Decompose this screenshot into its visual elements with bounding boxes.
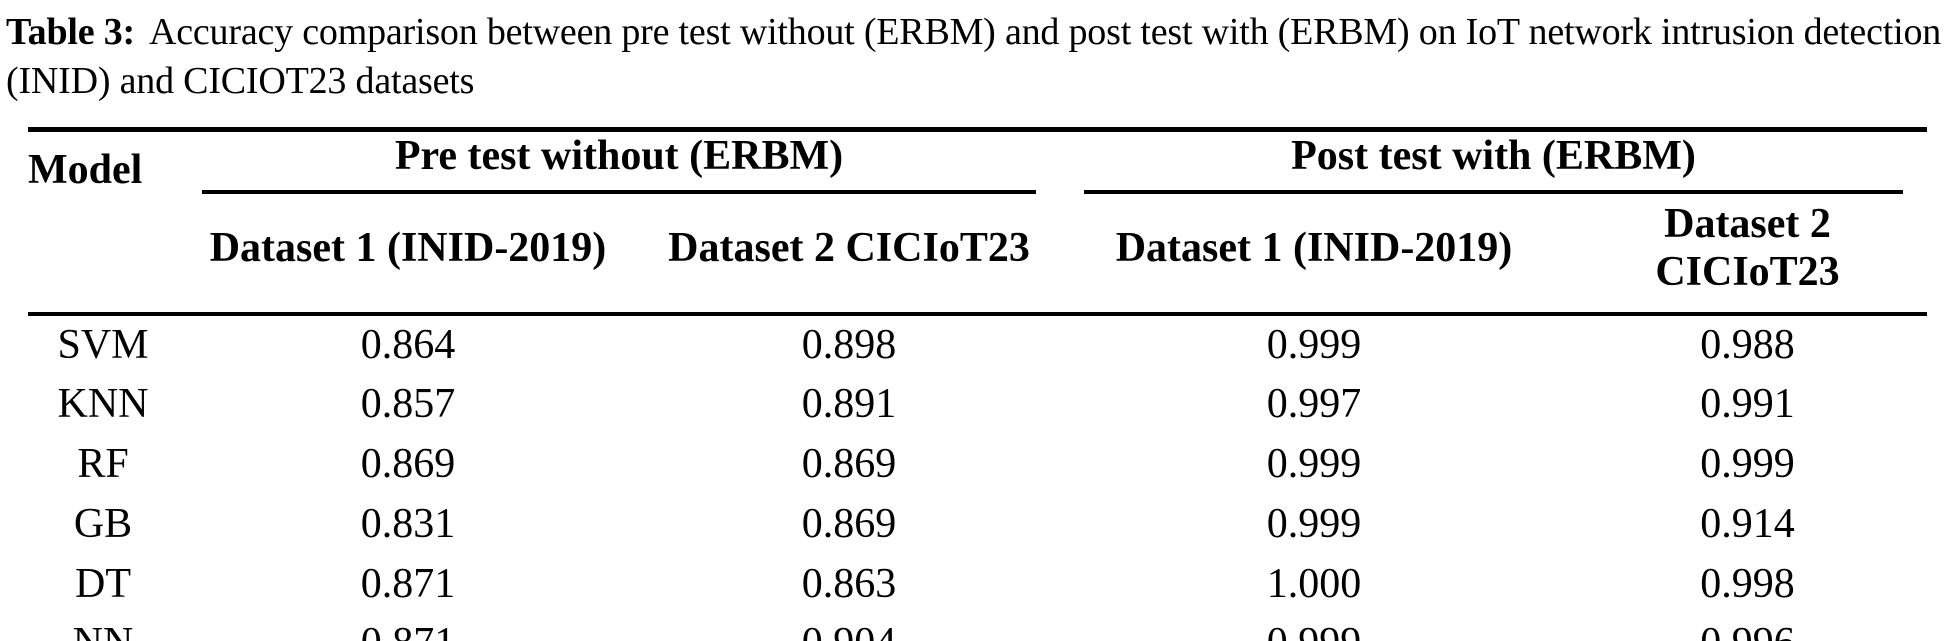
value-cell: 0.997 (1266, 381, 1362, 427)
value-cell: 0.999 (1060, 614, 1568, 641)
value-cell: 0.831 (360, 501, 456, 547)
value-cell: 0.999 (1266, 501, 1362, 547)
value-cell: 0.898 (801, 322, 897, 368)
subheader-post-dataset2: Dataset 2 CICIoT23 (1568, 194, 1928, 316)
model-cell: NN (28, 614, 178, 641)
model-cell: RF (77, 441, 129, 487)
value-cell: 0.996 (1568, 614, 1927, 641)
group-header-post: Post test with (ERBM) (1060, 130, 1927, 194)
value-cell: 0.863 (801, 561, 897, 607)
table-row-gb: GB 0.831 0.869 0.999 0.914 (28, 494, 1927, 554)
model-cell: KNN (57, 381, 149, 427)
value-cell: 0.891 (801, 381, 897, 427)
table-row-knn: KNN 0.857 0.891 0.997 0.991 (28, 374, 1927, 434)
subheader-post-dataset1: Dataset 1 (INID-2019) (1060, 194, 1568, 316)
model-cell: SVM (57, 322, 149, 368)
group-header-post-label: Post test with (ERBM) (1084, 132, 1904, 194)
table-caption-label: Table 3: (6, 11, 135, 53)
value-cell: 0.869 (801, 441, 897, 487)
value-cell: 0.991 (1700, 381, 1795, 427)
value-cell: 0.857 (360, 381, 456, 427)
accuracy-table: Model Pre test without (ERBM) Post test … (28, 127, 1928, 641)
group-header-row: Model Pre test without (ERBM) Post test … (28, 130, 1927, 194)
group-header-pre-label: Pre test without (ERBM) (202, 132, 1036, 194)
table-row-svm: SVM 0.864 0.898 0.999 0.988 (28, 314, 1927, 374)
subheader-row: Dataset 1 (INID-2019) Dataset 2 CICIoT23… (28, 194, 1928, 316)
subheader-empty (28, 194, 178, 316)
table-row-rf: RF 0.869 0.869 0.999 0.999 (28, 434, 1927, 494)
table-row-nn: NN 0.871 0.904 0.999 0.996 (28, 614, 1927, 641)
value-cell: 0.869 (360, 441, 456, 487)
model-column-header: Model (28, 147, 143, 193)
table-row-dt: DT 0.871 0.863 1.000 0.998 (28, 554, 1927, 614)
value-cell: 0.914 (1700, 501, 1795, 547)
subheader-pre-dataset1: Dataset 1 (INID-2019) (178, 194, 638, 316)
value-cell: 0.871 (178, 614, 638, 641)
value-cell: 0.998 (1700, 561, 1795, 607)
value-cell: 0.999 (1266, 441, 1362, 487)
group-header-pre: Pre test without (ERBM) (178, 130, 1060, 194)
value-cell: 0.871 (360, 561, 456, 607)
subheader-pre-dataset2: Dataset 2 CICIoT23 (638, 194, 1060, 316)
value-cell: 0.999 (1266, 322, 1362, 368)
value-cell: 0.904 (638, 614, 1060, 641)
model-cell: DT (75, 561, 131, 607)
value-cell: 0.988 (1700, 322, 1795, 368)
value-cell: 0.864 (360, 322, 456, 368)
value-cell: 0.999 (1700, 441, 1795, 487)
value-cell: 0.869 (801, 501, 897, 547)
model-cell: GB (73, 501, 133, 547)
value-cell: 1.000 (1266, 561, 1362, 607)
table-caption-text: Accuracy comparison between pre test wit… (6, 11, 1942, 102)
table-caption: Table 3: Accuracy comparison between pre … (0, 0, 1954, 106)
